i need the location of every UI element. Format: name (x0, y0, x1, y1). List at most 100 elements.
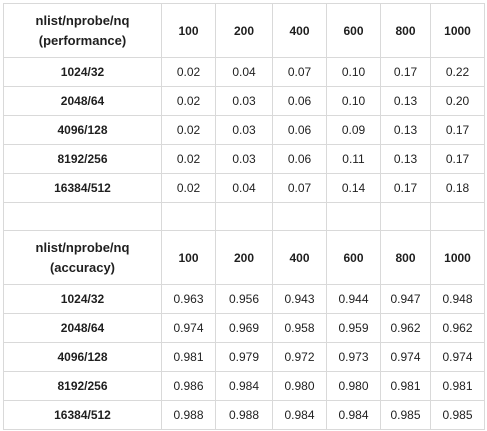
table-cell: 0.974 (430, 342, 485, 372)
table-cell: 0.10 (326, 57, 381, 87)
performance-column-header: 800 (380, 3, 431, 58)
table-cell: 0.962 (380, 313, 431, 343)
accuracy-column-header: 200 (215, 230, 273, 285)
accuracy-column-header: 100 (161, 230, 216, 285)
performance-column-header: 600 (326, 3, 381, 58)
performance-row-label: 2048/64 (3, 86, 162, 116)
table-cell: 0.03 (215, 144, 273, 174)
performance-header-row: nlist/nprobe/nq (performance) 100 200 400 600… (3, 3, 485, 58)
accuracy-column-header: 400 (272, 230, 327, 285)
table-row: 2048/64 0.02 0.03 0.06 0.10 0.13 0.20 (3, 86, 485, 116)
table-cell: 0.04 (215, 173, 273, 203)
table-cell: 0.13 (380, 86, 431, 116)
table-cell: 0.973 (326, 342, 381, 372)
empty-cell (326, 202, 381, 231)
table-cell: 0.962 (430, 313, 485, 343)
empty-cell (272, 202, 327, 231)
spacer-row (3, 202, 485, 231)
table-cell: 0.980 (272, 371, 327, 401)
table-cell: 0.06 (272, 86, 327, 116)
table-cell: 0.979 (215, 342, 273, 372)
empty-cell (161, 202, 216, 231)
table-cell: 0.981 (380, 371, 431, 401)
performance-column-header: 400 (272, 3, 327, 58)
table-cell: 0.943 (272, 284, 327, 314)
table-cell: 0.18 (430, 173, 485, 203)
table-cell: 0.17 (380, 57, 431, 87)
table-cell: 0.20 (430, 86, 485, 116)
table-cell: 0.974 (161, 313, 216, 343)
empty-cell (3, 202, 162, 231)
table-row: 4096/128 0.981 0.979 0.972 0.973 0.974 0.974 (3, 342, 485, 372)
performance-corner-header: nlist/nprobe/nq (performance) (3, 3, 162, 58)
table-row: 1024/32 0.963 0.956 0.943 0.944 0.947 0.948 (3, 284, 485, 314)
table-cell: 0.13 (380, 144, 431, 174)
table-row: 16384/512 0.988 0.988 0.984 0.984 0.985 0.985 (3, 400, 485, 430)
table-cell: 0.958 (272, 313, 327, 343)
accuracy-row-label: 1024/32 (3, 284, 162, 314)
accuracy-header-subtitle: (accuracy) (49, 259, 116, 275)
table-cell: 0.988 (161, 400, 216, 430)
table-cell: 0.17 (430, 115, 485, 145)
table-cell: 0.980 (326, 371, 381, 401)
performance-row-label: 1024/32 (3, 57, 162, 87)
table-cell: 0.02 (161, 173, 216, 203)
table-cell: 0.02 (161, 57, 216, 87)
table-row: 4096/128 0.02 0.03 0.06 0.09 0.13 0.17 (3, 115, 485, 145)
performance-row-label: 16384/512 (3, 173, 162, 203)
table-cell: 0.17 (380, 173, 431, 203)
performance-column-header: 1000 (430, 3, 485, 58)
performance-header-title: nlist/nprobe/nq (35, 12, 130, 28)
table-cell: 0.985 (430, 400, 485, 430)
empty-cell (430, 202, 485, 231)
results-table-container: nlist/nprobe/nq (performance) 100 200 400 600… (3, 3, 485, 430)
accuracy-column-header: 800 (380, 230, 431, 285)
table-cell: 0.14 (326, 173, 381, 203)
empty-cell (215, 202, 273, 231)
table-cell: 0.985 (380, 400, 431, 430)
table-cell: 0.963 (161, 284, 216, 314)
table-cell: 0.969 (215, 313, 273, 343)
table-cell: 0.02 (161, 144, 216, 174)
table-row: 8192/256 0.02 0.03 0.06 0.11 0.13 0.17 (3, 144, 485, 174)
accuracy-column-header: 600 (326, 230, 381, 285)
accuracy-header-row: nlist/nprobe/nq (accuracy) 100 200 400 600 800… (3, 230, 485, 285)
empty-cell (380, 202, 431, 231)
accuracy-column-header: 1000 (430, 230, 485, 285)
table-cell: 0.06 (272, 144, 327, 174)
performance-column-header: 100 (161, 3, 216, 58)
table-cell: 0.988 (215, 400, 273, 430)
accuracy-header-title: nlist/nprobe/nq (35, 239, 130, 255)
table-cell: 0.959 (326, 313, 381, 343)
accuracy-row-label: 8192/256 (3, 371, 162, 401)
table-cell: 0.04 (215, 57, 273, 87)
table-cell: 0.03 (215, 86, 273, 116)
table-cell: 0.07 (272, 57, 327, 87)
table-cell: 0.06 (272, 115, 327, 145)
table-cell: 0.984 (272, 400, 327, 430)
table-row: 1024/32 0.02 0.04 0.07 0.10 0.17 0.22 (3, 57, 485, 87)
performance-row-label: 4096/128 (3, 115, 162, 145)
table-cell: 0.981 (161, 342, 216, 372)
table-cell: 0.07 (272, 173, 327, 203)
accuracy-row-label: 4096/128 (3, 342, 162, 372)
performance-row-label: 8192/256 (3, 144, 162, 174)
table-row: 2048/64 0.974 0.969 0.958 0.959 0.962 0.962 (3, 313, 485, 343)
table-cell: 0.13 (380, 115, 431, 145)
table-cell: 0.984 (326, 400, 381, 430)
table-cell: 0.02 (161, 86, 216, 116)
table-cell: 0.956 (215, 284, 273, 314)
table-cell: 0.09 (326, 115, 381, 145)
table-cell: 0.972 (272, 342, 327, 372)
table-cell: 0.17 (430, 144, 485, 174)
performance-header-subtitle: (performance) (38, 32, 127, 48)
table-row: 8192/256 0.986 0.984 0.980 0.980 0.981 0.981 (3, 371, 485, 401)
table-cell: 0.947 (380, 284, 431, 314)
table-row: 16384/512 0.02 0.04 0.07 0.14 0.17 0.18 (3, 173, 485, 203)
accuracy-row-label: 16384/512 (3, 400, 162, 430)
performance-column-header: 200 (215, 3, 273, 58)
accuracy-corner-header: nlist/nprobe/nq (accuracy) (3, 230, 162, 285)
table-cell: 0.984 (215, 371, 273, 401)
table-cell: 0.974 (380, 342, 431, 372)
table-cell: 0.22 (430, 57, 485, 87)
